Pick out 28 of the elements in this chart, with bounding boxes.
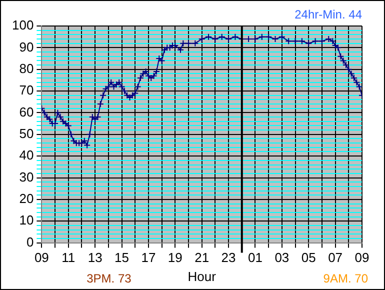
text: 24hr-Min. 44 <box>294 7 362 22</box>
y-tick-label: 50 <box>19 126 34 141</box>
x-tick-label: 05 <box>301 250 316 266</box>
x-axis-title: Hour <box>188 268 217 284</box>
y-tick-label: 100 <box>12 18 34 33</box>
y-tick-label: 70 <box>19 82 34 98</box>
y-tick-label: 10 <box>19 212 34 228</box>
y-tick-label: 90 <box>19 39 34 54</box>
x-tick-label: 11 <box>62 250 76 266</box>
x-tick-label: 13 <box>88 250 102 266</box>
y-tick-label: 80 <box>19 60 34 76</box>
y-tick-label: 60 <box>19 104 34 120</box>
y-tick-label: 0 <box>26 234 34 250</box>
x-tick-label: 23 <box>221 250 236 266</box>
x-tick-label: 01 <box>248 250 262 266</box>
x-tick-label: 07 <box>328 250 343 266</box>
x-tick-label: 15 <box>114 250 129 266</box>
x-tick-label: 09 <box>34 250 49 266</box>
y-tick-label: 30 <box>19 169 34 184</box>
x-tick-label: 03 <box>274 250 290 266</box>
x-tick-label: 21 <box>194 250 210 266</box>
x-tick-label: 19 <box>168 250 182 266</box>
x-tick-label: 09 <box>354 250 370 266</box>
y-tick-label: 20 <box>19 191 34 206</box>
y-tick-label: 40 <box>19 148 34 163</box>
text: 3PM. 73 <box>86 271 132 286</box>
text: 9AM. 70 <box>323 271 368 286</box>
x-tick-label: 17 <box>141 250 156 266</box>
